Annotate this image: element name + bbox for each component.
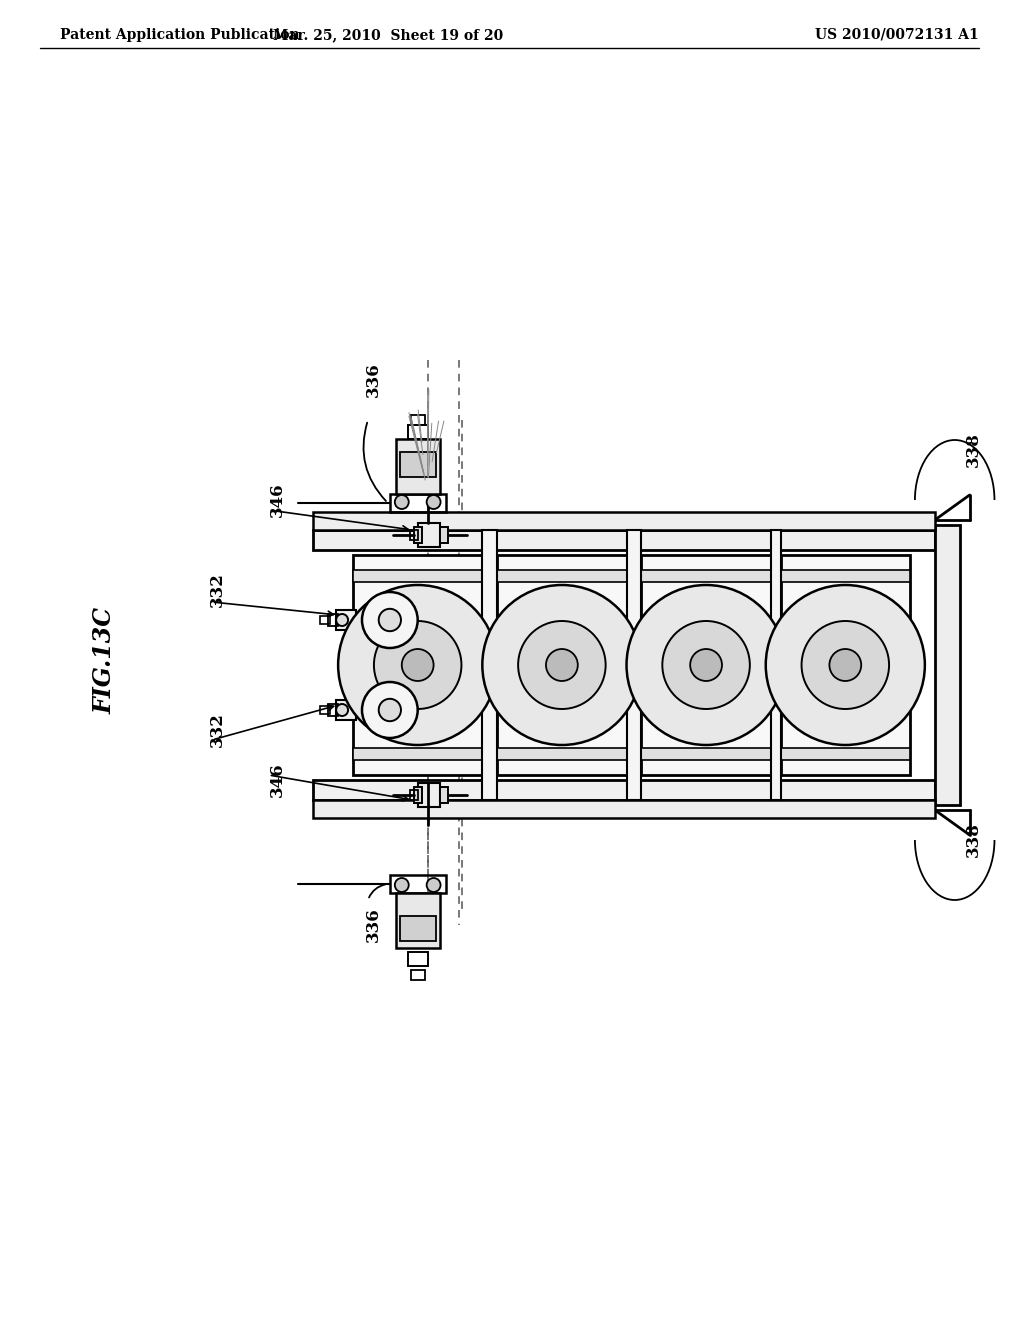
Bar <box>439 787 447 803</box>
Bar <box>498 748 627 760</box>
Bar <box>399 916 435 941</box>
Bar <box>780 570 910 582</box>
Text: 338: 338 <box>965 822 982 858</box>
Circle shape <box>829 649 861 681</box>
Bar <box>408 425 428 440</box>
Bar <box>935 525 959 805</box>
Bar <box>418 523 439 546</box>
Circle shape <box>802 620 889 709</box>
Circle shape <box>336 704 348 715</box>
Bar <box>414 527 422 543</box>
Bar <box>396 440 439 494</box>
Bar <box>411 414 425 425</box>
Text: 336: 336 <box>365 363 381 397</box>
Bar <box>780 554 910 775</box>
Bar <box>396 894 439 948</box>
Bar <box>641 748 771 760</box>
Bar <box>390 875 445 894</box>
Circle shape <box>427 495 440 510</box>
Bar <box>641 554 771 775</box>
Circle shape <box>379 698 401 721</box>
Circle shape <box>374 620 462 709</box>
Bar <box>482 531 498 800</box>
Bar <box>418 783 439 807</box>
Bar <box>399 451 435 477</box>
Bar <box>627 531 641 800</box>
Circle shape <box>663 620 750 709</box>
Text: 332: 332 <box>209 713 226 747</box>
Text: Mar. 25, 2010  Sheet 19 of 20: Mar. 25, 2010 Sheet 19 of 20 <box>272 28 503 42</box>
Bar <box>390 494 445 512</box>
Circle shape <box>362 682 418 738</box>
Bar <box>353 570 482 582</box>
Circle shape <box>401 649 433 681</box>
Bar <box>414 787 422 803</box>
Text: 338: 338 <box>965 433 982 467</box>
Bar <box>328 704 338 715</box>
Bar <box>313 800 935 818</box>
Bar <box>336 610 356 630</box>
Bar <box>439 527 447 543</box>
Circle shape <box>336 614 348 626</box>
Circle shape <box>518 620 605 709</box>
Bar <box>313 780 935 800</box>
Bar <box>336 700 356 719</box>
Bar <box>321 706 330 714</box>
Circle shape <box>690 649 722 681</box>
Circle shape <box>395 495 409 510</box>
Bar <box>410 789 418 800</box>
Circle shape <box>546 649 578 681</box>
Bar <box>411 970 425 979</box>
Bar <box>321 616 330 624</box>
Bar <box>313 512 935 531</box>
Bar <box>353 748 482 760</box>
Text: 336: 336 <box>365 908 381 942</box>
Circle shape <box>395 878 409 892</box>
Text: Patent Application Publication: Patent Application Publication <box>59 28 299 42</box>
Bar <box>410 531 418 540</box>
Circle shape <box>627 585 785 744</box>
Bar <box>313 531 935 550</box>
Bar <box>641 570 771 582</box>
Bar <box>780 748 910 760</box>
Bar <box>498 554 627 775</box>
Text: US 2010/0072131 A1: US 2010/0072131 A1 <box>815 28 979 42</box>
Bar <box>353 554 482 775</box>
Text: FIG.13C: FIG.13C <box>92 606 117 714</box>
Bar <box>408 952 428 966</box>
Bar <box>771 531 780 800</box>
Text: 332: 332 <box>209 573 226 607</box>
Circle shape <box>427 878 440 892</box>
Text: 346: 346 <box>268 483 286 517</box>
Bar <box>498 570 627 582</box>
Circle shape <box>482 585 641 744</box>
Circle shape <box>362 591 418 648</box>
Text: 346: 346 <box>268 763 286 797</box>
Bar <box>328 614 338 626</box>
Circle shape <box>338 585 498 744</box>
Circle shape <box>766 585 925 744</box>
Circle shape <box>379 609 401 631</box>
